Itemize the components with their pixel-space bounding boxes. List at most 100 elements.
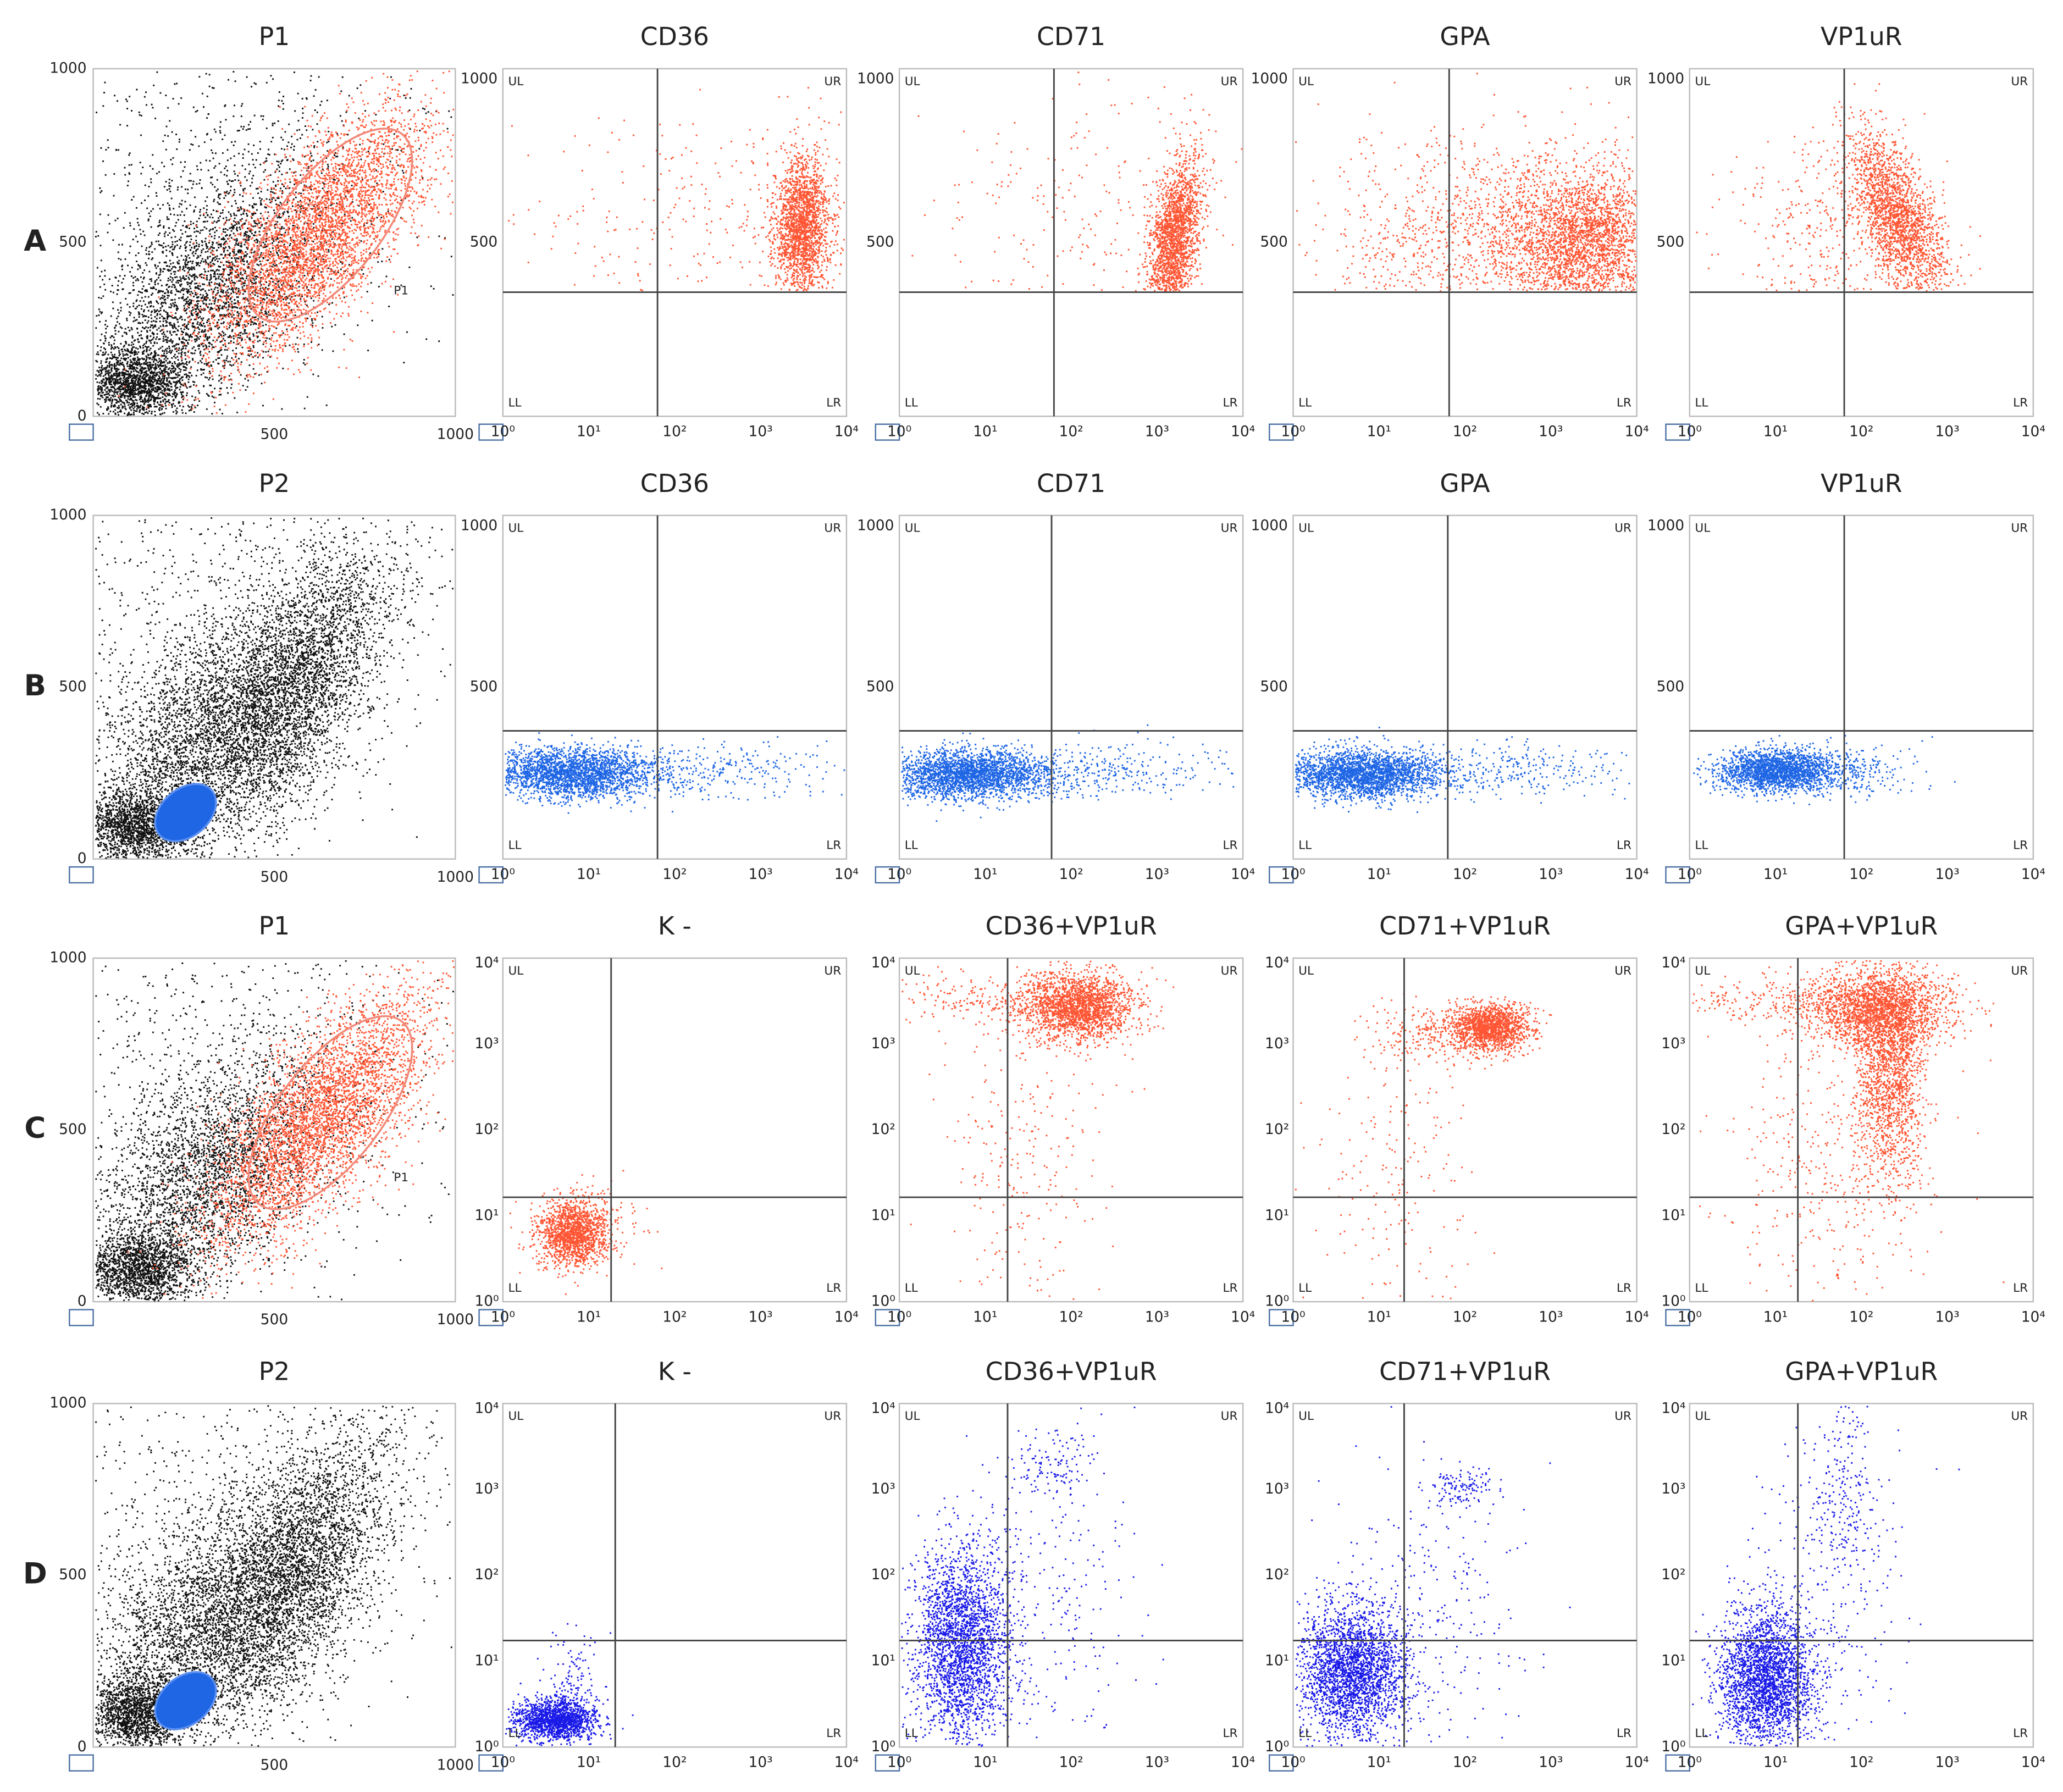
gate-cloud — [118, 70, 455, 414]
x-tick-label: 10¹ — [973, 423, 997, 440]
dot-cloud — [95, 517, 451, 847]
corner-icon — [875, 866, 900, 884]
panel-title: CD36+VP1uR — [986, 911, 1157, 941]
panel-dots — [1692, 960, 2005, 1302]
y-tick-label: 1000 — [49, 949, 86, 966]
corner-icon — [1269, 423, 1294, 441]
x-tick-label: 10³ — [749, 1754, 773, 1771]
x-tick-label: 10² — [662, 1754, 687, 1771]
quadrant-label: UL — [905, 75, 920, 89]
x-tick-label: 500 — [261, 1311, 288, 1328]
panel-dots — [95, 960, 454, 1302]
x-tick-label: 10⁴ — [1231, 423, 1255, 440]
x-tick-label: 10¹ — [1763, 423, 1788, 440]
corner-icon — [69, 866, 94, 884]
y-tick-label: 10⁰ — [1661, 1738, 1685, 1755]
quadrant-label: LL — [905, 839, 918, 853]
y-tick-label: 500 — [1657, 234, 1684, 251]
quadrant-label: UL — [508, 75, 523, 89]
dot-cloud — [118, 70, 455, 414]
x-tick-label: 10¹ — [1763, 866, 1788, 883]
x-tick-label: 10⁴ — [2021, 866, 2045, 883]
y-tick-label: 500 — [1657, 678, 1684, 695]
quadrant-label: LL — [1298, 839, 1312, 853]
panel-title: GPA+VP1uR — [1785, 911, 1938, 941]
quadrant-label: LR — [2013, 1727, 2028, 1740]
dot-cloud — [1419, 1458, 1502, 1509]
quadrant-label: UL — [508, 1409, 523, 1423]
y-tick-label: 10³ — [871, 1035, 895, 1052]
corner-icon — [69, 1754, 94, 1772]
gate-label: P1 — [394, 284, 408, 298]
y-tick-label: 500 — [866, 678, 894, 695]
y-tick-label: 500 — [59, 1121, 86, 1138]
panel-dots — [1295, 73, 1637, 292]
quadrant-label: UR — [1221, 75, 1238, 89]
panel-dots — [901, 724, 1235, 822]
x-tick-label: 10² — [662, 423, 687, 440]
y-tick-label: 10⁴ — [871, 954, 895, 971]
panel-frame — [502, 515, 848, 860]
dot-cloud — [505, 1683, 634, 1746]
x-tick-label: 10⁰ — [887, 1308, 911, 1325]
corner-icon — [1269, 866, 1294, 884]
panel-title: VP1uR — [1821, 469, 1902, 498]
panel-dots — [508, 87, 845, 291]
y-tick-label: 500 — [470, 234, 497, 251]
x-tick-label: 10² — [1059, 1754, 1083, 1771]
x-tick-label: 500 — [261, 869, 288, 886]
dot-cloud — [95, 320, 222, 416]
x-tick-label: 10⁴ — [834, 1308, 859, 1325]
x-tick-label: 10² — [1453, 866, 1477, 883]
panel-title: CD71+VP1uR — [1379, 911, 1551, 941]
dot-cloud — [1693, 735, 1858, 805]
y-tick-label: 10³ — [1265, 1035, 1289, 1052]
x-tick-label: 10⁰ — [491, 1308, 515, 1325]
row-label: A — [24, 224, 46, 258]
y-tick-label: 0 — [78, 407, 87, 424]
panel-dots — [1295, 727, 1630, 814]
x-tick-label: 10⁴ — [2021, 1308, 2045, 1325]
y-tick-label: 10² — [1265, 1566, 1289, 1583]
x-tick-label: 10¹ — [1367, 866, 1391, 883]
x-tick-label: 10⁴ — [834, 423, 859, 440]
gate — [247, 128, 413, 323]
x-tick-label: 10¹ — [1367, 423, 1391, 440]
quadrant-label: UR — [1614, 522, 1631, 535]
gate-label: P1 — [394, 1171, 408, 1185]
y-tick-label: 1000 — [1251, 70, 1288, 87]
row-label: B — [24, 669, 46, 703]
panel-frame — [1689, 957, 2034, 1303]
panel-title: CD36 — [640, 22, 709, 51]
corner-icon — [875, 1309, 900, 1326]
panel-dots — [95, 71, 454, 416]
corner-icon — [1665, 1754, 1690, 1772]
x-tick-label: 10⁰ — [1678, 1308, 1702, 1325]
x-tick-label: 10³ — [1539, 423, 1563, 440]
quadrant-label: UR — [824, 522, 841, 535]
x-tick-label: 10² — [1849, 1754, 1873, 1771]
panel-frame — [502, 957, 848, 1303]
y-tick-label: 1000 — [1647, 70, 1684, 87]
x-tick-label: 10⁴ — [1231, 1754, 1255, 1771]
quadrant-label: LR — [2013, 1281, 2028, 1295]
dot-cloud — [95, 1409, 410, 1747]
panel-frame — [1292, 957, 1638, 1303]
dot-cloud — [1692, 1567, 1846, 1747]
x-tick-label: 10² — [1453, 423, 1477, 440]
x-tick-label: 10⁰ — [1678, 1754, 1702, 1771]
y-tick-label: 0 — [78, 1738, 87, 1755]
y-tick-label: 10² — [1265, 1121, 1289, 1138]
x-tick-label: 10³ — [1935, 1754, 1959, 1771]
x-tick-label: 10¹ — [1367, 1754, 1391, 1771]
quadrant-label: LL — [905, 396, 918, 410]
x-tick-label: 10¹ — [1367, 1308, 1391, 1325]
x-tick-label: 1000 — [437, 869, 474, 886]
y-tick-label: 10⁴ — [474, 954, 499, 971]
y-tick-label: 10¹ — [1661, 1652, 1685, 1669]
y-tick-label: 10⁰ — [474, 1293, 499, 1310]
quadrant-label: UR — [1614, 964, 1631, 978]
quadrant-label: UR — [2011, 1409, 2028, 1423]
dot-cloud — [505, 732, 692, 814]
gate-cloud — [127, 960, 455, 1299]
